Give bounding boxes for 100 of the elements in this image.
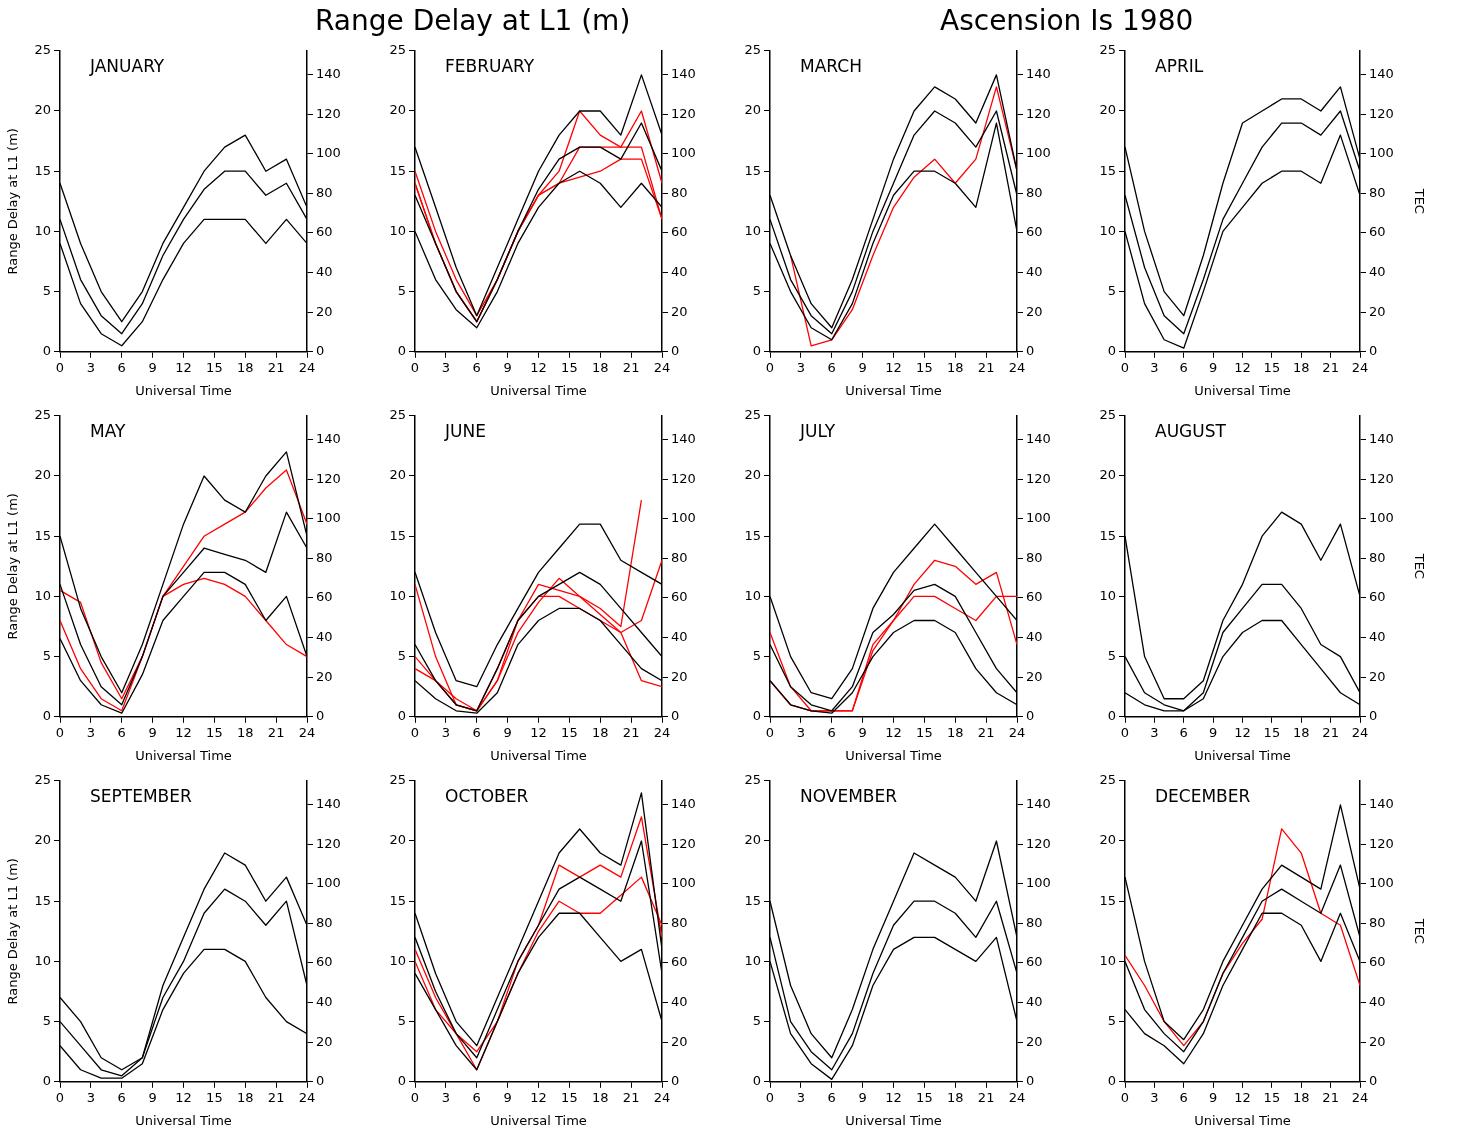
- x-tick-label: 21: [1322, 1089, 1339, 1105]
- y2-tick-label: 80: [671, 549, 688, 565]
- y-tick-label: 5: [1107, 282, 1116, 298]
- x-tick-label: 9: [858, 724, 867, 740]
- y2-tick-label: 60: [316, 224, 333, 240]
- y2-tick-label: 140: [671, 65, 696, 81]
- x-tick-label: 12: [175, 359, 192, 375]
- x-tick-label: 9: [858, 1089, 867, 1105]
- y2-tick-label: 80: [1026, 914, 1043, 930]
- y-tick-label: 20: [744, 467, 761, 483]
- y2-tick-label: 80: [1369, 549, 1386, 565]
- chart-title: MAY: [90, 420, 126, 441]
- x-tick-label: 0: [410, 724, 420, 740]
- x-axis-title: Universal Time: [845, 747, 942, 763]
- x-tick-label: 12: [530, 1089, 547, 1105]
- x-tick-label: 12: [530, 724, 547, 740]
- y-tick-label: 15: [744, 892, 761, 908]
- x-tick-label: 9: [1208, 359, 1218, 375]
- y-tick-label: 0: [1107, 343, 1116, 359]
- x-tick-label: 15: [206, 1089, 223, 1105]
- y2-tick-label: 40: [1026, 628, 1043, 644]
- y2-tick-label: 20: [671, 668, 688, 684]
- y-tick-label: 10: [744, 222, 761, 238]
- y2-tick-label: 80: [316, 914, 333, 930]
- y-axis-title: Range Delay at L1 (m): [5, 858, 21, 1005]
- y2-tick-label: 20: [671, 303, 688, 319]
- x-tick-label: 0: [55, 1089, 65, 1105]
- x-tick-label: 6: [827, 724, 836, 740]
- y2-tick-label: 100: [671, 145, 696, 161]
- y2-tick-label: 20: [1026, 303, 1043, 319]
- y-axis-title: Range Delay at L1 (m): [5, 493, 21, 640]
- y2-tick-label: 60: [316, 589, 333, 605]
- y-tick-label: 5: [1107, 647, 1116, 663]
- y2-tick-label: 20: [1369, 303, 1386, 319]
- y2-tick-label: 140: [1026, 430, 1051, 446]
- x-tick-label: 24: [653, 724, 671, 740]
- x-tick-label: 6: [1179, 724, 1188, 740]
- x-tick-label: 3: [441, 359, 451, 375]
- x-tick-label: 18: [236, 359, 254, 375]
- x-axis-title: Universal Time: [135, 747, 232, 763]
- x-tick-label: 0: [410, 1089, 420, 1105]
- y-axis-title: Range Delay at L1 (m): [5, 128, 21, 275]
- y-tick-label: 25: [34, 407, 51, 423]
- y2-tick-label: 100: [1026, 145, 1051, 161]
- y-tick-label: 15: [1099, 892, 1116, 908]
- x-axis-title: Universal Time: [1194, 747, 1291, 763]
- x-tick-label: 3: [86, 359, 96, 375]
- x-tick-label: 0: [1120, 1089, 1130, 1105]
- y2-tick-label: 100: [671, 510, 696, 526]
- x-tick-label: 9: [1208, 724, 1218, 740]
- x-tick-label: 0: [765, 359, 775, 375]
- x-tick-label: 9: [503, 359, 512, 375]
- x-tick-label: 24: [1351, 359, 1369, 375]
- chart-title: FEBRUARY: [445, 55, 535, 76]
- y2-axis-title: TEC: [1411, 917, 1427, 944]
- x-tick-label: 15: [206, 359, 223, 375]
- y-tick-label: 0: [752, 1073, 761, 1089]
- y2-tick-label: 80: [671, 184, 688, 200]
- x-tick-label: 6: [472, 1089, 481, 1105]
- x-tick-label: 18: [236, 1089, 254, 1105]
- x-tick-label: 9: [503, 1089, 512, 1105]
- y-tick-label: 5: [752, 1012, 761, 1028]
- x-axis-title: Universal Time: [1194, 382, 1291, 398]
- x-tick-label: 15: [916, 724, 933, 740]
- x-tick-label: 12: [175, 1089, 192, 1105]
- x-tick-label: 15: [561, 1089, 578, 1105]
- x-tick-label: 0: [1120, 359, 1130, 375]
- y-tick-label: 20: [1099, 832, 1116, 848]
- y2-tick-label: 0: [671, 1073, 680, 1089]
- y-tick-label: 20: [389, 102, 406, 118]
- y-tick-label: 20: [34, 467, 51, 483]
- x-tick-label: 24: [1008, 359, 1026, 375]
- y2-tick-label: 140: [1369, 795, 1394, 811]
- y2-tick-label: 0: [671, 343, 680, 359]
- y-tick-label: 0: [397, 1073, 406, 1089]
- y2-tick-label: 40: [1026, 993, 1043, 1009]
- x-tick-label: 15: [1263, 359, 1281, 375]
- x-tick-label: 24: [298, 1089, 316, 1105]
- y2-tick-label: 20: [316, 668, 333, 684]
- x-tick-label: 21: [977, 359, 995, 375]
- y-tick-label: 5: [397, 282, 406, 298]
- x-tick-label: 6: [827, 359, 836, 375]
- y2-tick-label: 120: [671, 470, 696, 486]
- y-tick-label: 0: [397, 343, 406, 359]
- y2-tick-label: 120: [1026, 105, 1051, 121]
- y2-tick-label: 100: [316, 510, 341, 526]
- x-tick-label: 21: [267, 1089, 285, 1105]
- y-tick-label: 10: [389, 222, 406, 238]
- x-tick-label: 9: [148, 359, 157, 375]
- y2-tick-label: 20: [1369, 668, 1386, 684]
- y2-tick-label: 80: [316, 549, 333, 565]
- y-tick-label: 15: [34, 527, 51, 543]
- x-tick-label: 6: [117, 1089, 126, 1105]
- y-tick-label: 15: [389, 892, 406, 908]
- x-tick-label: 12: [885, 724, 902, 740]
- y-tick-label: 20: [34, 102, 51, 118]
- y2-tick-label: 80: [316, 184, 333, 200]
- y-tick-label: 20: [744, 102, 761, 118]
- y2-tick-label: 120: [671, 835, 696, 851]
- y-tick-label: 5: [42, 282, 51, 298]
